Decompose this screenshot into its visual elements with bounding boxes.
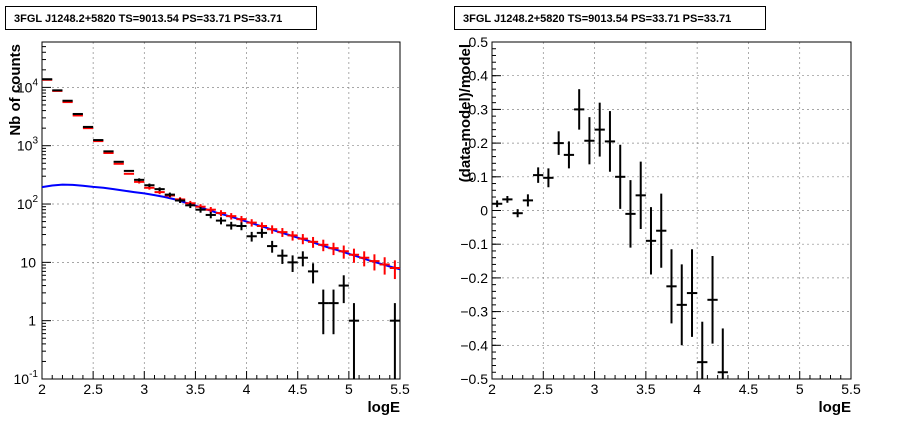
left-x-tick-label: 5: [345, 381, 353, 397]
right-x-tick-label: 3: [591, 381, 599, 397]
left-chart-title: 3FGL J1248.2+5820 TS=9013.54 PS=33.71 PS…: [5, 6, 317, 30]
left-x-axis-title: logE: [368, 399, 401, 416]
right-x-tick-label: 3.5: [636, 381, 656, 397]
left-x-tick-label: 3: [140, 381, 148, 397]
right-y-tick-label: −0.3: [460, 304, 488, 320]
right-y-axis-title: (data-model)/model: [457, 44, 474, 182]
right-x-tick-label: 2: [488, 381, 496, 397]
left-y-tick-label: 1: [28, 313, 36, 329]
left-model-curve: [41, 183, 401, 271]
right-y-tick-label: 0.4: [469, 68, 489, 84]
left-y-axis-title: Nb of counts: [7, 44, 24, 136]
right-y-tick-label: 0.3: [469, 101, 489, 117]
right-y-tick-label: −0.2: [460, 270, 488, 286]
left-x-tick-label: 2.5: [83, 381, 103, 397]
right-y-tick-label: 0.1: [469, 169, 489, 185]
right-x-tick-label: 4: [693, 381, 701, 397]
left-y-tick-label: 104: [17, 77, 39, 95]
right-y-tick-label: 0.5: [469, 34, 489, 50]
left-x-tick-label: 2: [38, 381, 46, 397]
left-x-tick-label: 5.5: [390, 381, 410, 397]
left-y-tick-label: 103: [17, 136, 39, 154]
right-x-tick-label: 2.5: [534, 381, 554, 397]
right-y-tick-label: −0.4: [460, 337, 488, 353]
left-x-tick-label: 4: [243, 381, 251, 397]
left-plot-frame: [41, 41, 401, 380]
right-y-tick-label: −0.5: [460, 371, 488, 387]
left-x-tick-label: 3.5: [186, 381, 206, 397]
right-y-tick-label: 0.2: [469, 135, 489, 151]
left-y-tick-label: 10-1: [14, 369, 39, 387]
right-x-tick-label: 5: [796, 381, 804, 397]
right-x-tick-label: 4.5: [739, 381, 759, 397]
right-y-tick-label: −0.1: [460, 236, 488, 252]
left-y-tick-label: 102: [17, 194, 39, 212]
right-y-tick-label: 0: [480, 203, 488, 219]
right-chart-title: 3FGL J1248.2+5820 TS=9013.54 PS=33.71 PS…: [454, 6, 766, 30]
right-x-axis-title: logE: [819, 399, 852, 416]
right-x-tick-label: 5.5: [841, 381, 861, 397]
left-y-tick-label: 10: [20, 254, 36, 270]
left-x-tick-label: 4.5: [288, 381, 308, 397]
